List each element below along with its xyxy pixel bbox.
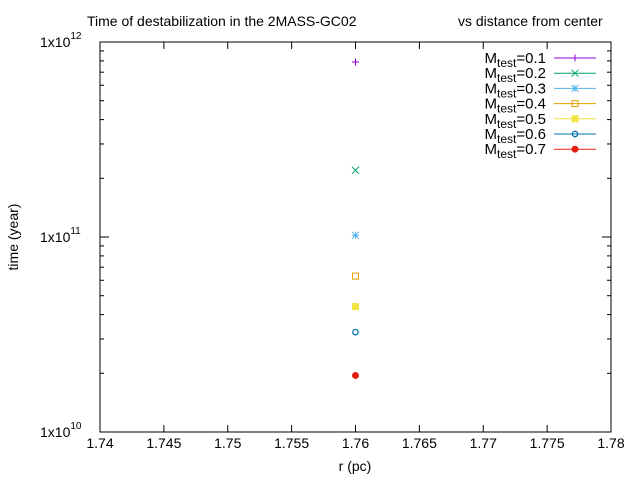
data-point — [352, 58, 359, 66]
x-axis: 1.74 1.745 1.75 1.755 1.76 1.765 1.77 1.775 1.78 — [86, 42, 625, 451]
legend-value: =0.6 — [516, 126, 546, 143]
legend: Mtest=0.1Mtest=0.2Mtest=0.3Mtest=0.4Mtes… — [485, 50, 596, 161]
x-tick-label: 1.78 — [597, 435, 624, 451]
data-point — [352, 371, 359, 379]
legend-value: =0.5 — [516, 111, 546, 128]
y-tick-base: 1x10 — [40, 34, 71, 50]
legend-name: M — [485, 65, 498, 82]
x-tick-label: 1.775 — [530, 435, 565, 451]
legend-subscript: test — [497, 102, 517, 116]
y-axis-label: time (year) — [5, 204, 21, 271]
legend-subscript: test — [497, 86, 517, 100]
legend-marker — [571, 145, 579, 153]
x-tick-label: 1.765 — [402, 435, 437, 451]
legend-subscript: test — [497, 132, 517, 146]
chart-title-right: vs distance from center — [458, 13, 603, 29]
legend-value: =0.2 — [516, 65, 546, 82]
data-point — [352, 303, 359, 311]
legend-label: Mtest=0.2 — [485, 65, 546, 85]
legend-marker — [571, 54, 579, 62]
x-tick-label: 1.75 — [214, 435, 241, 451]
y-tick-exponent: 12 — [70, 31, 82, 42]
legend-subscript: test — [497, 71, 517, 85]
legend-marker — [571, 100, 579, 108]
legend-label: Mtest=0.7 — [485, 141, 546, 161]
legend-value: =0.3 — [516, 80, 546, 97]
data-point — [351, 166, 360, 175]
chart-title-left: Time of destabilization in the 2MASS-GC0… — [87, 13, 357, 29]
legend-name: M — [485, 126, 498, 143]
y-tick-label: 1x1011 — [40, 226, 81, 245]
legend-label: Mtest=0.5 — [485, 111, 546, 131]
legend-value: =0.7 — [516, 141, 546, 158]
x-tick-label: 1.77 — [470, 435, 497, 451]
x-tick-label: 1.745 — [146, 435, 181, 451]
legend-label: Mtest=0.4 — [485, 96, 546, 116]
legend-marker — [571, 115, 579, 123]
legend-label: Mtest=0.1 — [485, 50, 546, 70]
legend-value: =0.4 — [516, 96, 546, 113]
legend-name: M — [485, 50, 498, 67]
legend-name: M — [485, 96, 498, 113]
x-axis-label: r (pc) — [339, 458, 372, 474]
y-tick-label: 1x1010 — [40, 421, 82, 440]
x-tick-label: 1.74 — [86, 435, 113, 451]
y-tick-base: 1x10 — [40, 229, 71, 245]
legend-subscript: test — [497, 56, 517, 70]
data-point — [351, 231, 360, 240]
y-tick-base: 1x10 — [40, 424, 71, 440]
legend-value: =0.1 — [516, 50, 546, 67]
legend-marker — [571, 69, 579, 78]
legend-name: M — [485, 111, 498, 128]
y-tick-exponent: 10 — [70, 421, 82, 432]
data-points — [351, 58, 360, 379]
x-tick-label: 1.76 — [342, 435, 369, 451]
data-point — [352, 328, 359, 336]
legend-subscript: test — [497, 147, 517, 161]
legend-marker — [571, 84, 579, 93]
data-point — [352, 272, 359, 280]
legend-name: M — [485, 141, 498, 158]
y-tick-label: 1x1012 — [40, 31, 82, 50]
legend-marker — [571, 130, 579, 138]
legend-label: Mtest=0.3 — [485, 80, 546, 100]
x-tick-label: 1.755 — [274, 435, 309, 451]
y-tick-exponent: 11 — [70, 226, 81, 237]
legend-name: M — [485, 80, 498, 97]
legend-label: Mtest=0.6 — [485, 126, 546, 146]
legend-subscript: test — [497, 117, 517, 131]
